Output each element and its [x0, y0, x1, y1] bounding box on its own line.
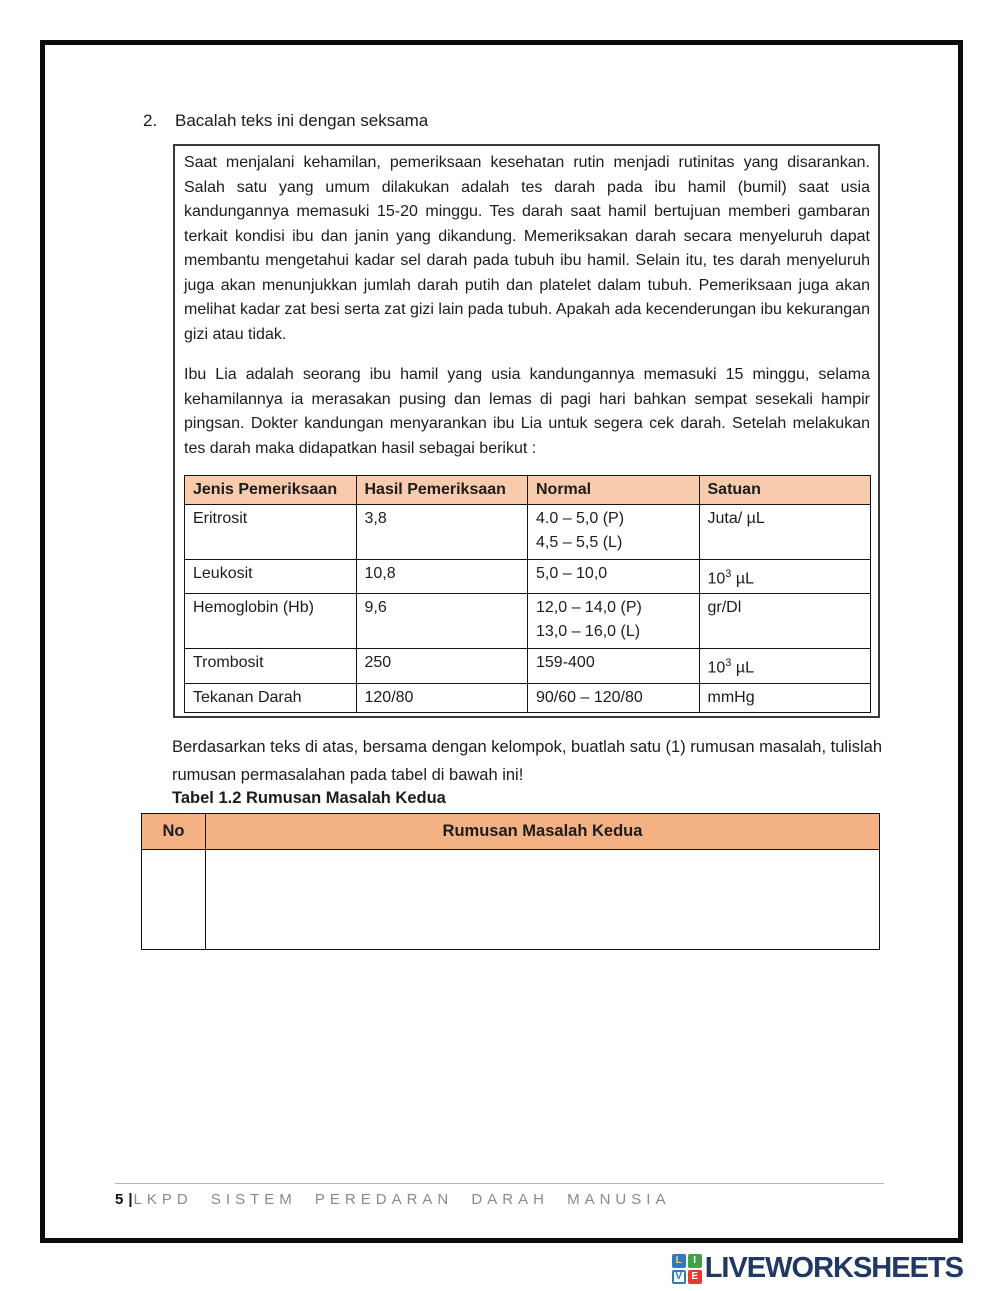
normal-line-1: 12,0 – 14,0 (P)	[536, 599, 642, 617]
cell-jenis: Tekanan Darah	[184, 682, 357, 713]
answer-table-caption: Tabel 1.2 Rumusan Masalah Kedua	[172, 789, 446, 807]
cell-normal: 12,0 – 14,0 (P) 13,0 – 16,0 (L)	[527, 593, 700, 650]
cell-normal: 90/60 – 120/80	[527, 682, 700, 713]
footer-divider	[115, 1183, 884, 1184]
logo-tile-l: L	[671, 1253, 686, 1268]
answer-cell-no[interactable]	[141, 849, 206, 950]
page-footer: 5 |LKPD SISTEM PEREDARAN DARAH MANUSIA	[115, 1191, 670, 1208]
instruction-item: 2. Bacalah teks ini dengan seksama	[143, 111, 428, 131]
cell-hasil: 250	[355, 648, 528, 684]
liveworksheets-tiles-icon: L I V E	[671, 1253, 702, 1284]
cell-hasil: 3,8	[355, 504, 528, 560]
lab-results-table: Jenis Pemeriksaan Hasil Pemeriksaan Norm…	[184, 475, 871, 713]
answer-col-header-no: No	[141, 813, 206, 850]
footer-separator: |	[128, 1191, 133, 1208]
cell-normal: 4.0 – 5,0 (P) 4,5 – 5,5 (L)	[527, 504, 700, 560]
col-header-jenis: Jenis Pemeriksaan	[184, 475, 357, 505]
instruction-text: Bacalah teks ini dengan seksama	[175, 111, 429, 130]
normal-line-2: 4,5 – 5,5 (L)	[536, 534, 623, 551]
cell-satuan: mmHg	[698, 682, 871, 713]
cell-hasil: 10,8	[355, 558, 528, 595]
item-number: 2.	[143, 111, 158, 130]
table-row-tekanan-darah: Tekanan Darah 120/80 90/60 – 120/80 mmHg	[184, 682, 871, 713]
col-header-normal: Normal	[527, 475, 700, 505]
table-row-eritrosit: Eritrosit 3,8 4.0 – 5,0 (P) 4,5 – 5,5 (L…	[184, 504, 871, 560]
reading-passage-box: Saat menjalani kehamilan, pemeriksaan ke…	[173, 144, 880, 718]
table-row-trombosit: Trombosit 250 159-400 103 µL	[184, 648, 871, 684]
cell-jenis: Leukosit	[184, 558, 357, 595]
cell-hasil: 120/80	[355, 682, 528, 713]
passage-paragraph-2: Ibu Lia adalah seorang ibu hamil yang us…	[184, 366, 870, 457]
logo-tile-e: E	[687, 1269, 702, 1284]
page-number: 5	[115, 1191, 126, 1208]
answer-cell-rumusan[interactable]	[205, 849, 880, 950]
cell-normal: 5,0 – 10,0	[527, 558, 700, 595]
col-header-satuan: Satuan	[698, 475, 871, 505]
cell-satuan: Juta/ µL	[698, 504, 871, 560]
logo-tile-v: V	[671, 1269, 686, 1284]
answer-header-row: No Rumusan Masalah Kedua	[141, 813, 880, 850]
table-row-hemoglobin: Hemoglobin (Hb) 9,6 12,0 – 14,0 (P) 13,0…	[184, 593, 871, 650]
answer-col-header-rumusan: Rumusan Masalah Kedua	[205, 813, 880, 850]
logo-tile-i: I	[687, 1253, 702, 1268]
answer-table: No Rumusan Masalah Kedua	[141, 813, 880, 950]
cell-satuan: gr/Dl	[698, 593, 871, 650]
answer-row	[141, 849, 880, 950]
task-instruction: Berdasarkan teks di atas, bersama dengan…	[172, 738, 882, 784]
cell-jenis: Eritrosit	[184, 504, 357, 560]
cell-satuan: 103 µL	[698, 648, 871, 684]
passage-paragraph-1: Saat menjalani kehamilan, pemeriksaan ke…	[184, 154, 870, 343]
normal-line-2: 13,0 – 16,0 (L)	[536, 623, 641, 641]
cell-jenis: Hemoglobin (Hb)	[184, 593, 357, 650]
cell-hasil: 9,6	[355, 593, 528, 650]
liveworksheets-logo[interactable]: L I V E LIVEWORKSHEETS	[671, 1252, 964, 1285]
col-header-hasil: Hasil Pemeriksaan	[355, 475, 528, 505]
cell-normal: 159-400	[527, 648, 700, 684]
table-row-leukosit: Leukosit 10,8 5,0 – 10,0 103 µL	[184, 558, 871, 595]
cell-jenis: Trombosit	[184, 648, 357, 684]
normal-line-1: 4.0 – 5,0 (P)	[536, 510, 625, 527]
footer-label: LKPD SISTEM PEREDARAN DARAH MANUSIA	[133, 1191, 671, 1208]
liveworksheets-wordmark: LIVEWORKSHEETS	[704, 1252, 964, 1284]
table-header-row: Jenis Pemeriksaan Hasil Pemeriksaan Norm…	[184, 475, 871, 505]
cell-satuan: 103 µL	[698, 558, 871, 595]
